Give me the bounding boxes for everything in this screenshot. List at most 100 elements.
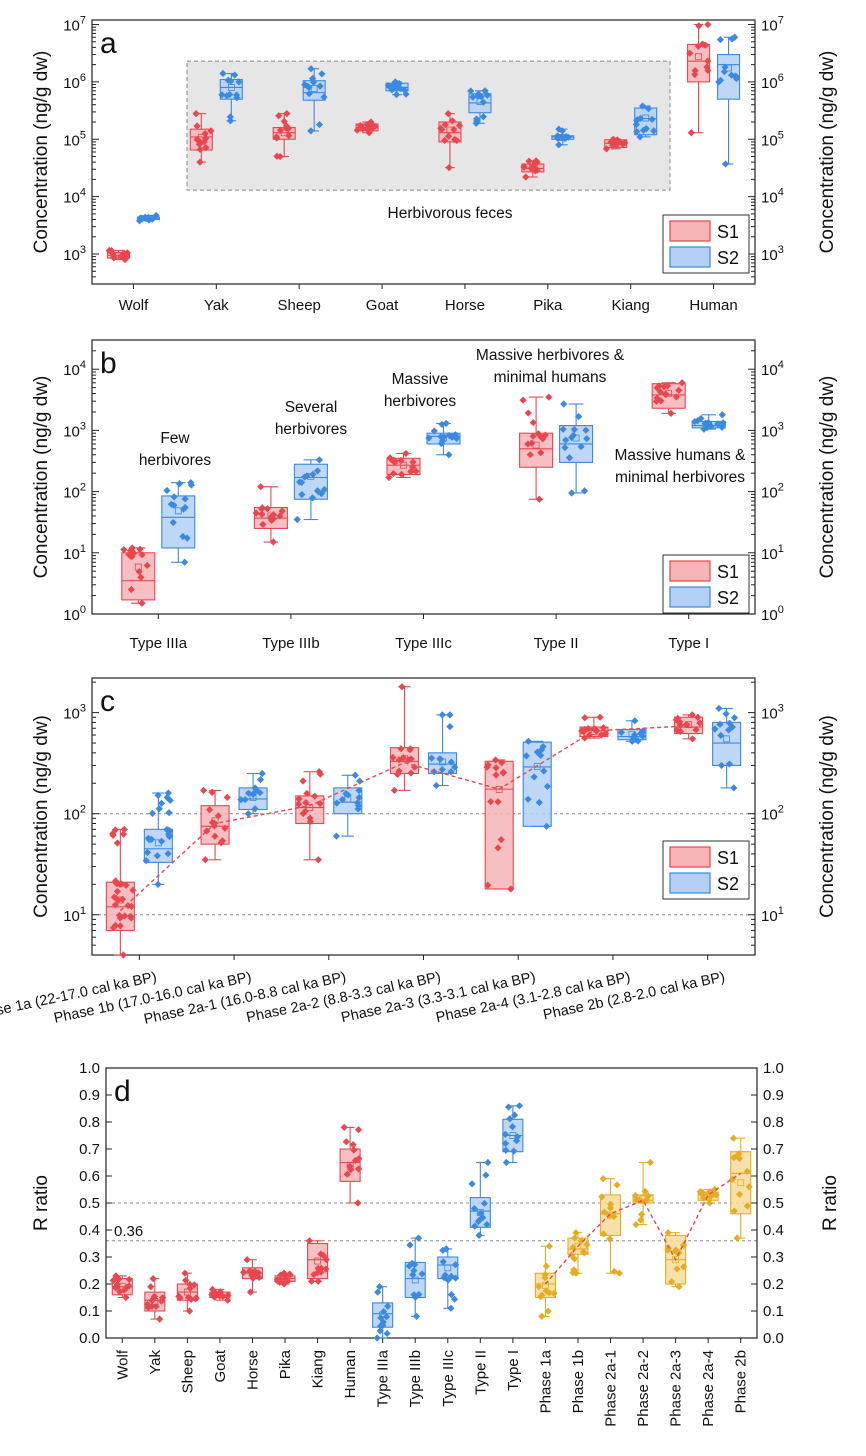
sample-point	[232, 91, 241, 99]
sample-point	[704, 66, 712, 75]
x-tick-label: Wolf	[114, 1349, 131, 1380]
sample-point	[193, 122, 201, 130]
y-tick-label-left: 100	[63, 604, 86, 624]
sample-point	[487, 798, 495, 806]
sample-point	[109, 249, 117, 258]
sample-point	[252, 509, 260, 517]
box-plot	[404, 1234, 426, 1320]
sample-point	[599, 1175, 607, 1183]
annotation-text: Several	[285, 399, 338, 416]
sample-point	[691, 70, 699, 79]
sample-point	[124, 901, 132, 910]
sample-point	[438, 420, 446, 429]
sample-point	[269, 538, 277, 546]
sample-point	[492, 764, 500, 772]
sample-point	[258, 505, 266, 513]
sample-point	[686, 49, 694, 57]
sample-point	[354, 1165, 363, 1173]
sample-point	[340, 1123, 348, 1131]
sample-point	[515, 1102, 524, 1110]
sample-point	[632, 120, 640, 129]
sample-point	[186, 1280, 194, 1289]
sample-point	[613, 1181, 621, 1189]
y-tick-label-left: 104	[63, 187, 86, 207]
sample-point	[165, 809, 173, 817]
sample-point	[602, 145, 611, 153]
sample-point	[307, 1277, 316, 1285]
sample-point	[115, 1275, 123, 1283]
sample-point	[637, 1216, 645, 1224]
sample-point	[600, 1208, 608, 1216]
legend-label: S2	[717, 588, 739, 608]
sample-point	[678, 379, 686, 387]
x-tick-label: Phase 1b	[570, 1350, 587, 1413]
y-tick-label-left: 0.8	[79, 1114, 100, 1131]
sample-point	[385, 473, 393, 482]
y-tick-label-right: 106	[761, 72, 784, 92]
y-tick-label-left: 0.7	[79, 1141, 100, 1158]
sample-point	[241, 795, 249, 804]
sample-point	[309, 74, 317, 83]
sample-point	[125, 1282, 133, 1290]
sample-point	[120, 545, 128, 554]
annotation-text: Massive humans &	[615, 447, 747, 464]
sample-point	[219, 1292, 227, 1300]
box-plot	[332, 771, 364, 840]
y-tick-label-left: 107	[63, 15, 86, 35]
box-plot	[559, 400, 594, 497]
box-plot	[305, 1237, 330, 1285]
sample-point	[113, 1280, 121, 1289]
sample-point	[111, 826, 119, 834]
sample-point	[192, 110, 200, 118]
sample-point	[714, 420, 722, 428]
sample-point	[705, 1192, 714, 1200]
y-tick-label-right: 103	[761, 703, 784, 723]
mean-marker	[174, 507, 182, 515]
sample-point	[285, 132, 293, 140]
sample-point	[673, 1265, 681, 1273]
sample-point	[743, 1167, 751, 1176]
y-tick-label-right: 102	[761, 482, 784, 502]
sample-point	[196, 137, 204, 146]
sample-point	[736, 1190, 744, 1199]
sample-point	[117, 252, 125, 261]
sample-point	[349, 1141, 357, 1149]
sample-point	[347, 1166, 355, 1174]
sample-point	[644, 105, 653, 113]
sample-point	[383, 1329, 391, 1338]
y-tick-label-left: 0.0	[79, 1330, 100, 1347]
sample-point	[356, 121, 364, 130]
y-axis-label-right: Concentration (ng/g dw)	[817, 51, 838, 254]
sample-point	[438, 711, 446, 719]
sample-point	[446, 723, 454, 731]
sample-point	[202, 134, 210, 143]
sample-point	[733, 1234, 741, 1242]
sample-point	[175, 1292, 183, 1301]
sample-point	[319, 1251, 327, 1259]
sample-point	[307, 65, 315, 73]
sample-point	[356, 777, 364, 785]
sample-point	[743, 1202, 751, 1210]
sample-point	[696, 1188, 704, 1196]
sample-point	[445, 431, 453, 440]
sample-point	[571, 1234, 579, 1242]
sample-point	[391, 80, 399, 89]
sample-point	[704, 20, 712, 29]
sample-point	[535, 495, 543, 503]
sample-point	[153, 852, 161, 860]
sample-point	[384, 82, 393, 90]
sample-point	[355, 793, 363, 802]
y-tick-label-right: 0.2	[763, 1276, 784, 1293]
sample-point	[522, 752, 530, 760]
legend-label: S2	[717, 874, 739, 894]
y-tick-label-right: 0.5	[763, 1195, 784, 1212]
sample-point	[676, 727, 684, 736]
sample-point	[599, 724, 608, 732]
sample-point	[137, 573, 145, 581]
sample-point	[259, 520, 267, 529]
sample-point	[480, 1199, 489, 1207]
sample-point	[397, 456, 405, 465]
sample-point	[210, 1291, 219, 1300]
sample-point	[508, 1123, 517, 1131]
sample-point	[119, 951, 128, 959]
